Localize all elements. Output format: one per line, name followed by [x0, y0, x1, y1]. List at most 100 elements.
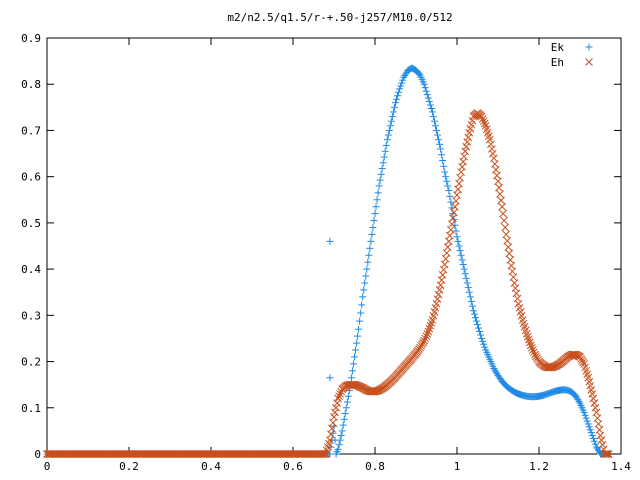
data-point-eh — [496, 190, 504, 198]
data-point-ek — [348, 367, 356, 375]
legend-marker-ek — [585, 43, 593, 51]
data-point-eh — [527, 343, 536, 352]
data-point-eh — [423, 329, 432, 338]
data-point-eh — [457, 168, 465, 176]
chart-title: m2/n2.5/q1.5/r-+.50-j257/M10.0/512 — [227, 11, 452, 24]
x-tick-label: 0 — [44, 460, 51, 473]
data-point-ek — [457, 251, 465, 259]
data-point-ek — [431, 122, 439, 130]
data-point-ek — [393, 95, 401, 103]
data-point-eh — [479, 117, 488, 126]
data-point-ek — [398, 79, 406, 87]
data-point-eh — [499, 209, 507, 218]
data-point-ek — [588, 432, 596, 440]
data-point-ek — [359, 293, 367, 301]
data-point-ek — [583, 417, 591, 425]
data-point-eh — [489, 149, 497, 158]
data-point-eh — [419, 338, 428, 347]
data-point-ek — [580, 408, 588, 416]
data-point-ek — [453, 233, 461, 241]
data-point-ek — [475, 324, 483, 332]
data-point-eh — [504, 243, 513, 252]
plot-frame — [46, 37, 622, 455]
x-tick-label: 0.6 — [283, 460, 303, 473]
data-point-ek — [358, 301, 366, 309]
data-point-eh — [505, 249, 514, 258]
data-point-eh — [579, 358, 587, 366]
data-point-eh — [464, 133, 473, 142]
data-point-ek — [355, 325, 363, 333]
data-point-ek — [369, 224, 377, 232]
data-point-ek — [459, 260, 467, 268]
data-point-eh — [591, 403, 600, 412]
data-point-ek — [327, 443, 335, 451]
data-point-ek — [356, 317, 364, 325]
data-point-ek — [363, 265, 371, 273]
data-point-eh — [597, 436, 606, 444]
y-tick-label: 0.5 — [21, 217, 41, 230]
data-point-eh — [603, 450, 612, 458]
series-eh — [43, 109, 613, 458]
y-tick-label: 0.8 — [21, 78, 41, 91]
data-point-ek — [581, 411, 589, 419]
y-tick-label: 0.2 — [21, 356, 41, 369]
data-point-ek — [389, 108, 397, 116]
data-point-ek — [445, 187, 453, 195]
data-point-eh — [511, 284, 520, 293]
y-tick-label: 0.9 — [21, 32, 41, 45]
data-point-ek — [380, 153, 388, 161]
y-tick-label: 0 — [34, 448, 41, 461]
data-point-ek — [462, 274, 470, 282]
data-point-eh — [424, 327, 433, 336]
data-point-ek — [381, 147, 389, 155]
data-point-ek — [586, 426, 594, 434]
data-point-ek — [454, 237, 462, 245]
data-point-ek — [378, 165, 386, 173]
data-point-ek — [469, 307, 477, 315]
data-point-eh — [420, 336, 429, 345]
data-point-ek — [367, 237, 375, 245]
data-point-eh — [522, 329, 531, 338]
data-point-eh — [528, 346, 537, 354]
data-point-eh — [598, 440, 607, 449]
data-point-eh — [439, 265, 448, 274]
data-point-eh — [422, 332, 431, 340]
data-point-eh — [461, 147, 470, 156]
data-point-ek — [385, 126, 393, 134]
data-point-ek — [326, 237, 334, 245]
data-point-eh — [433, 295, 442, 304]
data-point-ek — [447, 198, 455, 206]
series-ek — [43, 64, 609, 458]
data-point-ek — [433, 126, 440, 134]
data-point-eh — [463, 138, 472, 146]
data-point-eh — [531, 350, 539, 359]
data-point-ek — [429, 113, 437, 121]
legend-markers — [585, 43, 593, 66]
data-point-eh — [498, 202, 506, 211]
data-point-eh — [533, 354, 541, 362]
data-point-eh — [427, 318, 436, 327]
data-point-ek — [384, 131, 392, 139]
data-point-ek — [436, 140, 444, 148]
data-point-ek — [349, 360, 357, 368]
data-point-ek — [437, 145, 445, 153]
legend-label-ek: Ek — [551, 41, 565, 54]
data-point-ek — [353, 339, 361, 347]
data-point-ek — [455, 242, 463, 250]
data-point-ek — [478, 334, 486, 342]
data-point-ek — [340, 415, 348, 423]
data-point-eh — [418, 340, 427, 349]
data-point-ek — [373, 196, 381, 204]
data-point-ek — [370, 217, 378, 225]
data-point-ek — [471, 314, 479, 322]
y-tick-label: 0.4 — [21, 263, 41, 276]
data-point-ek — [388, 113, 396, 121]
data-point-ek — [423, 91, 431, 99]
data-point-eh — [460, 152, 469, 161]
data-point-eh — [335, 392, 343, 401]
data-point-eh — [487, 145, 496, 153]
data-point-ek — [337, 432, 345, 440]
data-point-eh — [332, 403, 340, 412]
data-point-eh — [525, 338, 534, 347]
data-point-eh — [333, 399, 341, 408]
